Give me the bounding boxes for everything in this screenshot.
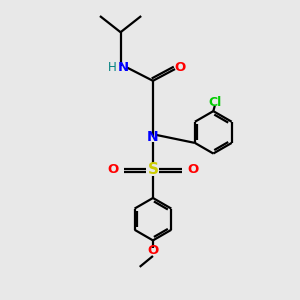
Text: Cl: Cl [208, 96, 221, 110]
Text: H: H [108, 61, 117, 74]
Text: N: N [147, 130, 159, 144]
Text: S: S [147, 162, 158, 177]
Text: O: O [187, 163, 198, 176]
Text: O: O [108, 163, 119, 176]
Text: O: O [175, 61, 186, 74]
Text: N: N [117, 61, 128, 74]
Text: O: O [147, 244, 159, 257]
